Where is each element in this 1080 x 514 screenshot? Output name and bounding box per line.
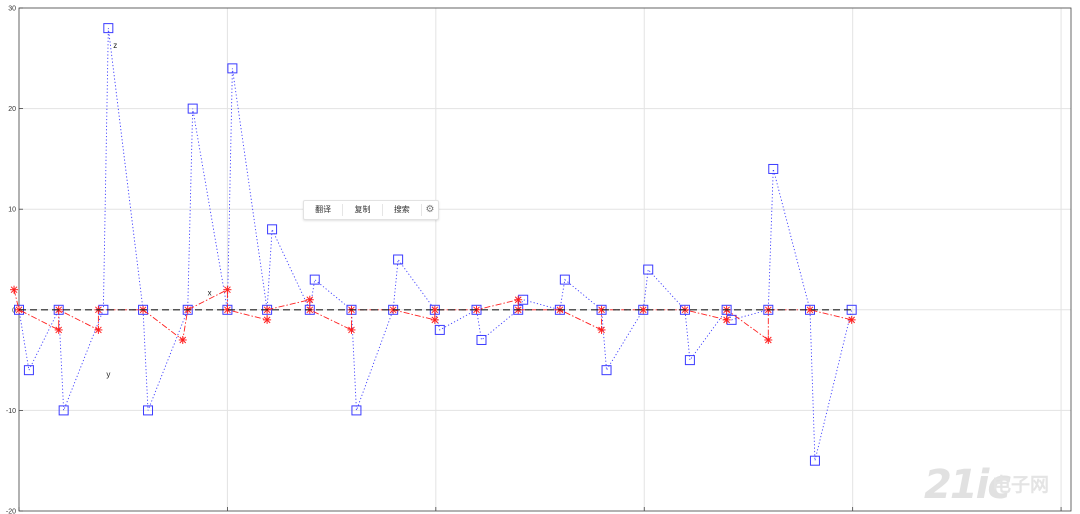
square-marker <box>227 63 238 74</box>
annotation-label: z <box>113 41 117 50</box>
y-tick-label: -20 <box>6 509 16 514</box>
divider <box>381 204 383 216</box>
y-tick-label: 20 <box>8 106 16 113</box>
asterisk-marker <box>764 335 773 344</box>
selection-popup-menu: 翻译 复制 搜索 ⚙ <box>303 200 439 220</box>
asterisk-stroke <box>806 306 814 314</box>
square-marker <box>809 455 820 466</box>
asterisk-stroke <box>514 296 522 304</box>
asterisk-marker <box>94 325 103 334</box>
asterisk-stroke <box>764 336 772 344</box>
square-marker <box>559 274 570 285</box>
asterisk-stroke <box>848 316 856 324</box>
square-marker <box>393 254 404 265</box>
copy-button[interactable]: 复制 <box>354 205 371 214</box>
y-tick-label: 30 <box>8 6 16 13</box>
square-marker <box>138 304 149 315</box>
asterisk-stroke <box>224 306 231 314</box>
asterisk-stroke <box>723 316 730 324</box>
asterisk-stroke <box>179 336 187 344</box>
asterisk-stroke <box>10 286 18 294</box>
annotation-label: x <box>208 289 212 298</box>
square-marker <box>309 274 320 285</box>
series-layer <box>10 23 857 466</box>
divider <box>420 204 422 216</box>
asterisk-marker <box>347 325 356 334</box>
square-marker <box>182 304 193 315</box>
asterisk-stroke <box>263 316 271 324</box>
asterisk-marker <box>305 295 314 304</box>
search-button[interactable]: 搜索 <box>393 205 410 214</box>
asterisk-stroke <box>598 306 605 314</box>
asterisk-marker <box>597 325 606 334</box>
y-tick-label: -10 <box>6 408 16 415</box>
watermark-logo: 21ic 电子网 <box>924 462 1074 510</box>
annotation-label: y <box>106 370 110 379</box>
asterisk-stroke <box>55 326 63 334</box>
asterisk-stroke <box>431 306 439 314</box>
square-marker <box>103 23 114 34</box>
series-line <box>13 288 852 341</box>
watermark-number: 21ic <box>924 462 1011 508</box>
square-marker <box>351 405 362 416</box>
grid <box>18 7 1071 512</box>
axes <box>18 7 1072 512</box>
asterisk-marker <box>223 285 232 294</box>
square-marker <box>601 365 612 376</box>
square-marker <box>434 324 445 335</box>
asterisk-marker <box>639 305 648 314</box>
divider <box>342 204 344 216</box>
asterisk-marker <box>10 285 19 294</box>
square-marker <box>187 103 198 114</box>
asterisk-stroke <box>598 326 605 334</box>
asterisk-stroke <box>431 316 439 324</box>
asterisk-marker <box>514 295 523 304</box>
square-marker <box>143 405 154 416</box>
asterisk-stroke <box>348 326 355 334</box>
annotations: z x y <box>106 41 211 379</box>
asterisk-marker <box>178 335 187 344</box>
square-marker <box>643 264 654 275</box>
axes-box <box>18 7 1072 512</box>
square-marker <box>476 334 487 345</box>
asterisk-marker <box>54 325 63 334</box>
asterisk-stroke <box>306 296 314 304</box>
square-marker <box>58 405 69 416</box>
asterisk-stroke <box>224 286 231 294</box>
asterisk-stroke <box>639 306 647 314</box>
asterisk-marker <box>430 315 439 324</box>
asterisk-marker <box>805 305 814 314</box>
asterisk-marker <box>263 315 272 324</box>
square-marker <box>684 355 695 366</box>
asterisk-marker <box>722 315 731 324</box>
y-tick-label: 10 <box>8 207 16 214</box>
asterisk-stroke <box>95 326 102 334</box>
watermark-text: 电子网 <box>992 474 1050 496</box>
asterisk-marker <box>847 315 856 324</box>
translate-button[interactable]: 翻译 <box>315 205 332 214</box>
square-marker <box>267 224 278 235</box>
square-marker <box>768 163 779 174</box>
square-marker <box>23 365 34 376</box>
gear-icon[interactable]: ⚙ <box>425 204 435 215</box>
